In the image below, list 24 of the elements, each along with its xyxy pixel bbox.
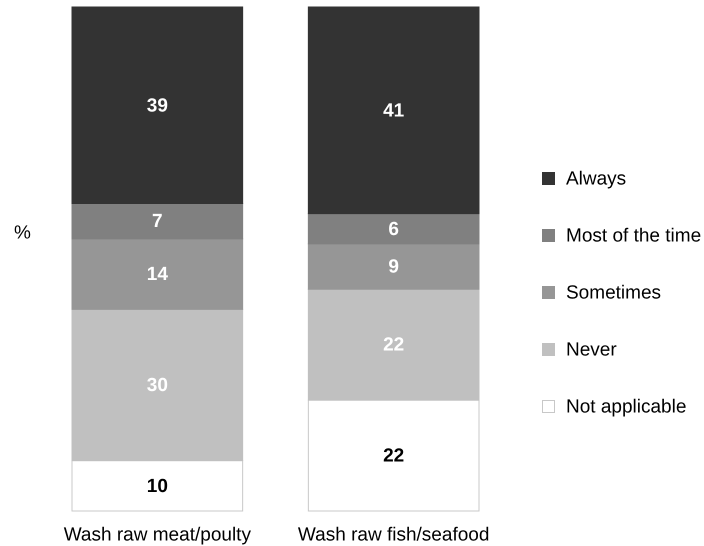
legend-label: Most of the time bbox=[566, 226, 702, 246]
data-label: 10 bbox=[146, 476, 168, 497]
bar bbox=[72, 203, 244, 240]
data-label: 39 bbox=[146, 95, 168, 116]
legend-label: Always bbox=[566, 168, 626, 190]
data-label: 6 bbox=[388, 218, 399, 240]
legend-label: Not applicable bbox=[566, 396, 686, 418]
bar bbox=[72, 6, 244, 204]
x-tick-label: Wash raw fish/seafood bbox=[298, 524, 490, 546]
legend-label: Never bbox=[566, 340, 618, 360]
data-label: 9 bbox=[388, 256, 399, 278]
data-label: 30 bbox=[146, 375, 168, 396]
bar bbox=[308, 213, 480, 244]
data-label: 41 bbox=[383, 100, 405, 122]
bar bbox=[308, 6, 480, 214]
data-label: 14 bbox=[146, 264, 168, 286]
legend-label: Sometimes bbox=[566, 282, 662, 304]
data-label: 22 bbox=[383, 334, 404, 356]
bar bbox=[308, 243, 480, 290]
x-tick-label: Wash raw meat/poulty bbox=[64, 524, 252, 546]
data-label: 7 bbox=[152, 211, 163, 232]
bar bbox=[72, 238, 244, 310]
data-label: 22 bbox=[383, 446, 404, 467]
y-axis-title: % bbox=[14, 222, 32, 244]
